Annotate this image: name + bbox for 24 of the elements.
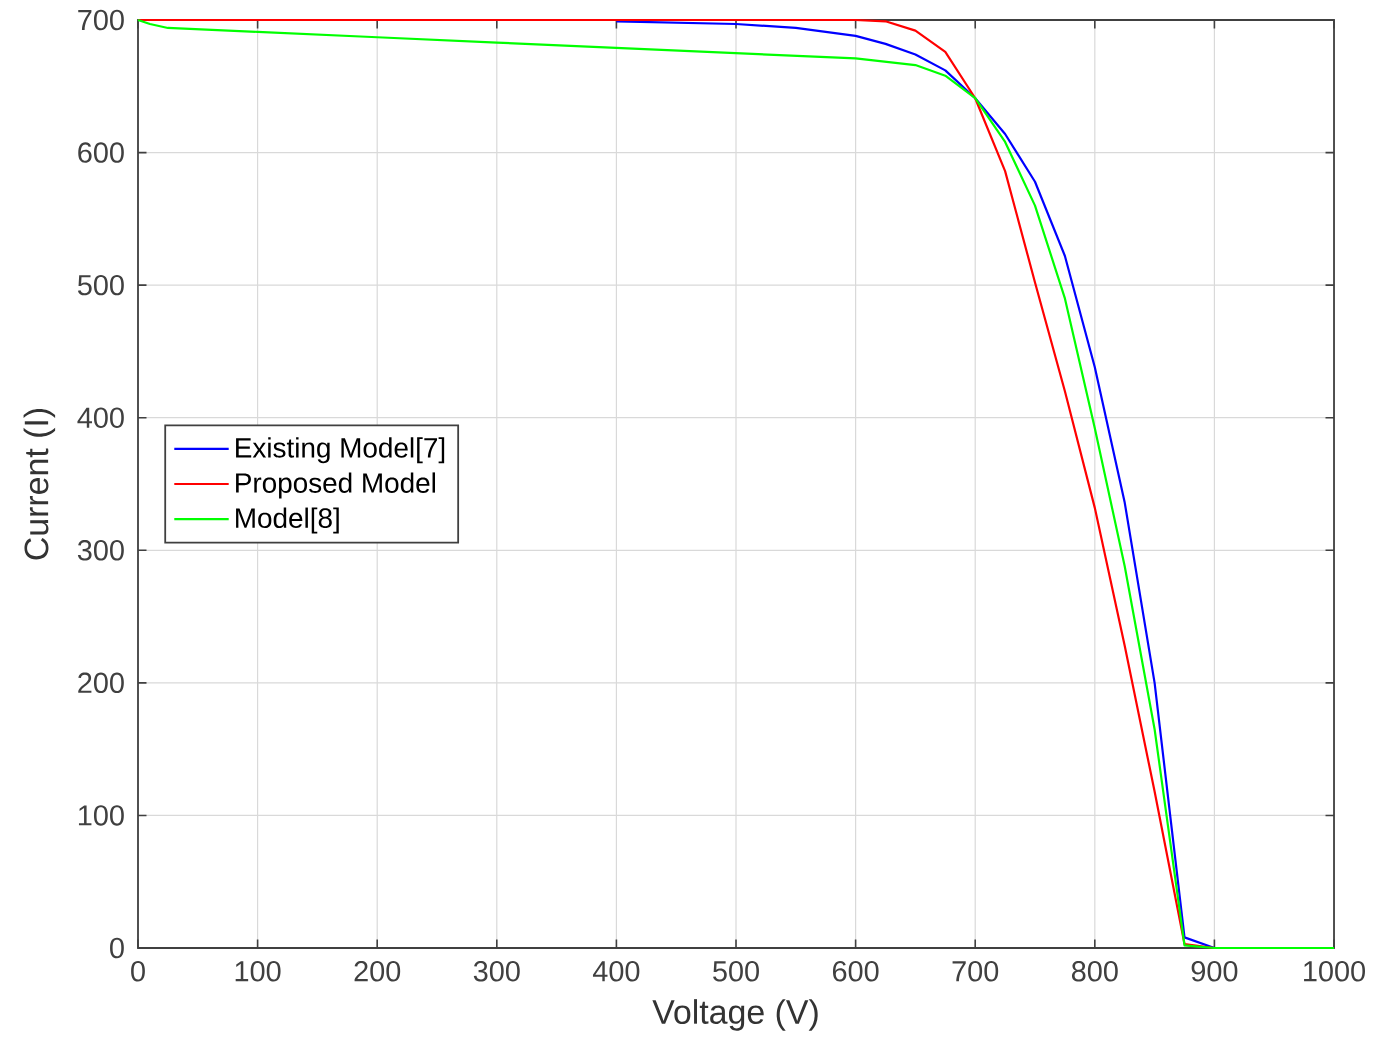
x-tick-label: 400 bbox=[592, 961, 640, 982]
legend-label: Model[8] bbox=[236, 507, 339, 534]
x-tick-label: 900 bbox=[1191, 961, 1238, 982]
y-tick-label: 100 bbox=[78, 805, 124, 826]
legend-label: Proposed Model bbox=[236, 472, 436, 499]
x-tick-label: 600 bbox=[832, 961, 879, 982]
x-tick-label: 100 bbox=[235, 961, 281, 982]
x-tick-label: 300 bbox=[473, 961, 520, 982]
y-axis-title: Current (I) bbox=[23, 408, 56, 560]
x-tick-label: 500 bbox=[713, 961, 759, 982]
y-tick-label: 600 bbox=[78, 142, 124, 163]
legend-label: Existing Model[7] bbox=[236, 437, 445, 464]
x-tick-label: 800 bbox=[1071, 961, 1118, 982]
x-tick-label: 700 bbox=[952, 961, 999, 982]
x-axis-title: Voltage (V) bbox=[652, 999, 818, 1031]
y-tick-label: 500 bbox=[77, 274, 124, 296]
y-tick-label: 200 bbox=[78, 672, 124, 694]
y-tick-label: 400 bbox=[77, 407, 124, 428]
x-tick-label: 1000 bbox=[1304, 961, 1365, 982]
y-tick-label: 0 bbox=[110, 937, 124, 959]
x-tick-label: 200 bbox=[354, 961, 401, 982]
y-tick-label: 700 bbox=[78, 9, 124, 31]
y-tick-label: 300 bbox=[77, 540, 124, 561]
x-tick-label: 0 bbox=[131, 961, 145, 982]
